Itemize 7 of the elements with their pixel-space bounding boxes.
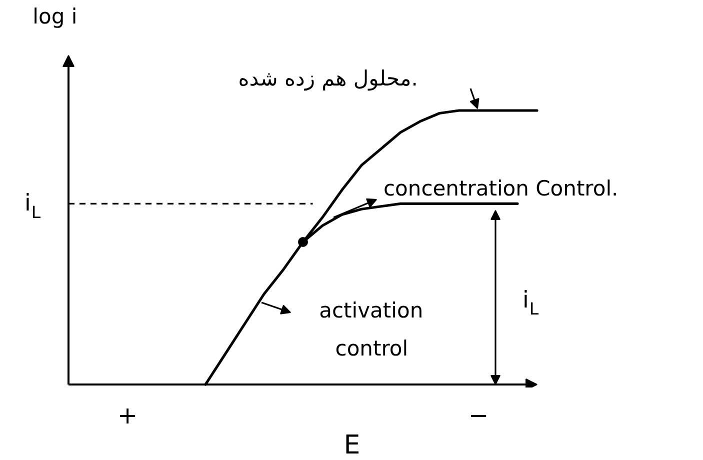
annotation: concentration Control.	[384, 176, 618, 200]
x-tick-label: +	[117, 402, 138, 430]
text: محلول هم زده شده.	[238, 66, 418, 92]
x-tick-label: −	[468, 402, 489, 430]
annotation: activation control	[319, 298, 424, 360]
y-axis-title: log i	[32, 4, 78, 28]
x-axis-title: E	[344, 430, 360, 460]
